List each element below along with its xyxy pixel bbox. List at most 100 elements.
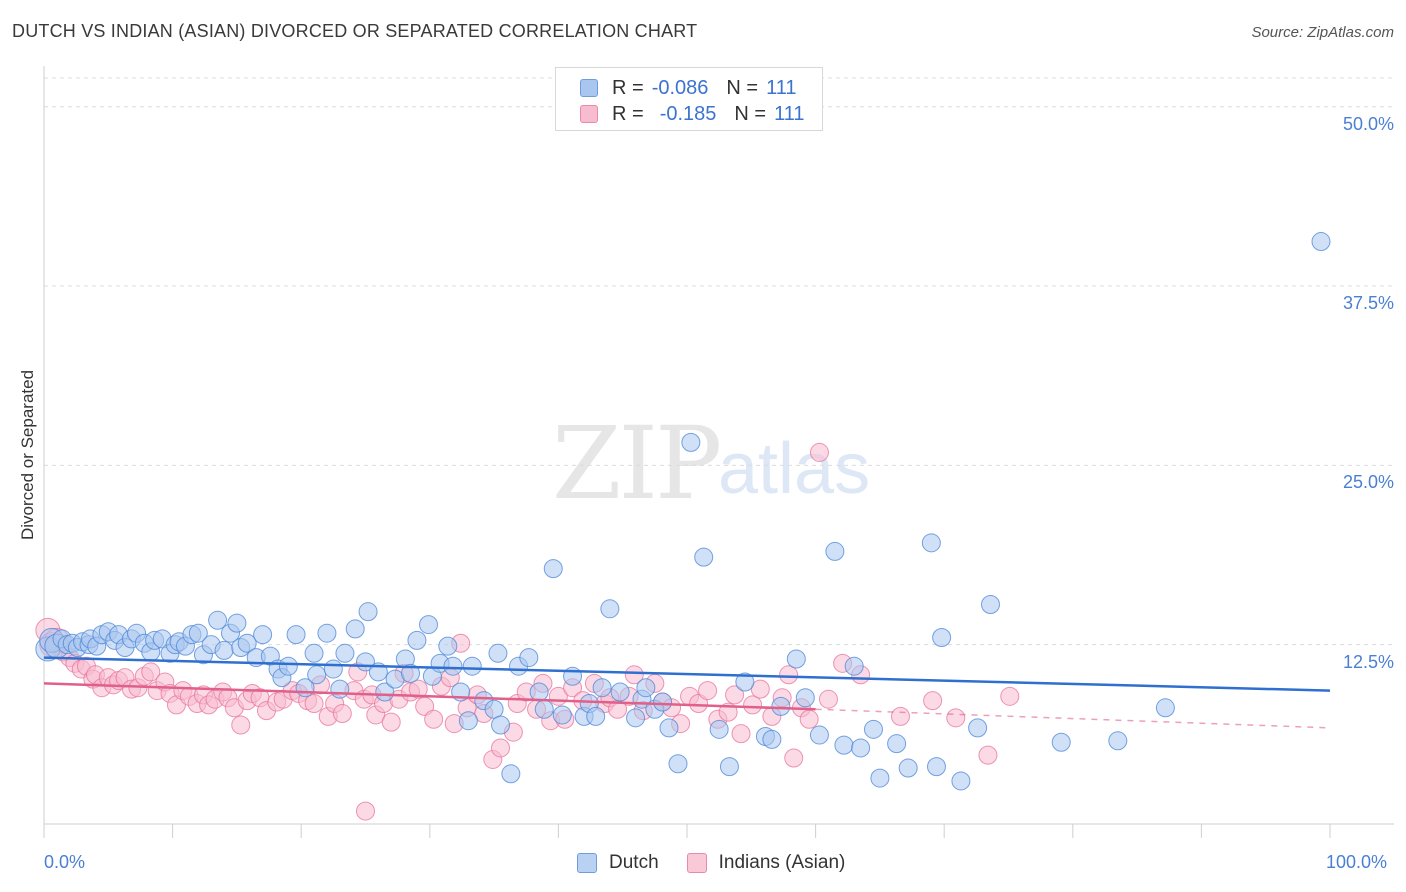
legend-item-dutch[interactable]: Dutch — [577, 852, 659, 874]
dutch-point — [795, 688, 815, 708]
dutch-point — [610, 682, 630, 702]
dutch-point — [419, 615, 439, 635]
indian-point — [381, 712, 401, 732]
dutch-point — [543, 559, 563, 579]
dutch-point — [1108, 731, 1128, 751]
dutch-point — [694, 547, 714, 567]
dutch-point — [488, 643, 508, 663]
source-label: Source: ZipAtlas.com — [1251, 24, 1394, 41]
indian-point — [946, 708, 966, 728]
watermark-atlas: atlas — [718, 429, 871, 509]
dutch-point — [863, 719, 883, 739]
dutch-point — [709, 719, 729, 739]
indian-point — [408, 679, 428, 699]
indian-point — [743, 695, 763, 715]
indian-point — [923, 691, 943, 711]
indian-trend-line — [43, 682, 816, 711]
dutch-point — [921, 533, 941, 553]
dutch-point — [501, 764, 521, 784]
indian-point — [332, 704, 352, 724]
dutch-point — [809, 725, 829, 745]
dutch-point — [323, 659, 343, 679]
legend-label-dutch: Dutch — [609, 852, 659, 873]
dutch-point — [491, 715, 511, 735]
dutch-point — [586, 706, 606, 726]
n-label: N = — [734, 102, 767, 125]
y-tick-label: 37.5% — [1342, 293, 1394, 314]
dutch-point — [844, 656, 864, 676]
indian-point — [424, 709, 444, 729]
dutch-point — [237, 633, 257, 653]
dutch-point — [926, 757, 946, 777]
dutch-point — [286, 625, 306, 645]
y-tick-label: 12.5% — [1342, 651, 1394, 672]
indian-point — [624, 665, 644, 685]
dutch-point — [443, 656, 463, 676]
legend-label-indian: Indians (Asian) — [718, 852, 846, 873]
indian-swatch — [580, 105, 598, 123]
dutch-point — [870, 768, 890, 788]
dutch-point — [458, 711, 478, 731]
dutch-point — [278, 656, 298, 676]
dutch-point — [771, 696, 791, 716]
dutch-point — [786, 649, 806, 669]
dutch-swatch — [577, 853, 597, 873]
legend-row-dutch: R = -0.086 N = 111 — [580, 76, 797, 100]
indian-point — [1000, 686, 1020, 706]
series-legend: Dutch Indians (Asian) — [577, 852, 873, 874]
indian-point — [689, 693, 709, 713]
indian-point — [784, 748, 804, 768]
indian-point — [750, 679, 770, 699]
dutch-point — [1155, 698, 1175, 718]
legend-item-indian[interactable]: Indians (Asian) — [686, 852, 846, 874]
r-label: R = — [612, 102, 644, 125]
dutch-point — [438, 636, 458, 656]
r-value: -0.185 — [659, 102, 717, 125]
dutch-point — [304, 643, 324, 663]
dutch-point — [307, 665, 327, 685]
dutch-point — [735, 672, 755, 692]
indian-swatch — [686, 853, 707, 873]
dutch-trend-line — [43, 656, 1331, 692]
chart-title: DUTCH VS INDIAN (ASIAN) DIVORCED OR SEPA… — [12, 21, 698, 41]
indian-point — [304, 693, 324, 713]
indian-point — [799, 709, 819, 729]
r-value: -0.086 — [651, 76, 709, 99]
y-tick-label: 50.0% — [1342, 113, 1394, 134]
r-label: R = — [612, 76, 644, 99]
correlation-legend: R = -0.086 N = 111 R = -0.185 N = 111 — [555, 67, 823, 131]
dutch-point — [1051, 732, 1071, 752]
dutch-point — [681, 432, 701, 452]
n-label: N = — [726, 76, 759, 99]
dutch-point — [208, 610, 228, 630]
dutch-point — [600, 599, 620, 619]
dutch-point — [375, 682, 395, 702]
dutch-point — [887, 734, 907, 754]
indian-point — [818, 689, 838, 709]
x-tick-label-max: 100.0% — [1326, 852, 1388, 872]
indian-point — [779, 665, 799, 685]
dutch-point — [552, 705, 572, 725]
indian-point — [141, 662, 161, 682]
indian-point — [809, 442, 829, 462]
dutch-point — [932, 628, 952, 647]
dutch-point — [401, 663, 421, 683]
indian-point — [978, 745, 998, 765]
indian-point — [491, 738, 511, 758]
dutch-point — [653, 692, 673, 712]
dutch-point — [462, 656, 482, 676]
x-tick-label-min: 0.0% — [44, 852, 86, 872]
dutch-point — [358, 602, 378, 622]
dutch-point — [214, 640, 234, 660]
dutch-point — [834, 735, 854, 755]
indian-trend-line-extension — [815, 708, 1331, 729]
dutch-point — [659, 718, 679, 738]
dutch-point — [529, 682, 549, 702]
dutch-point — [317, 623, 337, 643]
dutch-point — [626, 708, 646, 728]
dutch-point — [668, 754, 688, 774]
dutch-point — [951, 771, 971, 791]
dutch-point — [519, 648, 539, 668]
dutch-point — [330, 679, 350, 699]
legend-row-indian: R = -0.185 N = 111 — [580, 102, 805, 126]
